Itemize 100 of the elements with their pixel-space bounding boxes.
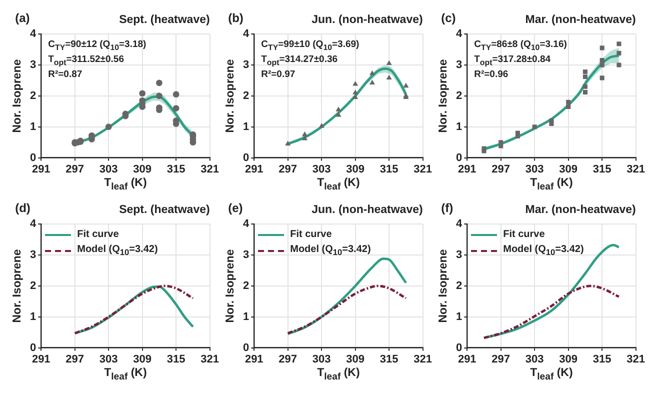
x-tick-label: 321 — [626, 163, 646, 176]
x-tick-label: 303 — [312, 163, 331, 176]
text: (e) — [228, 201, 243, 216]
x-tick-label: 315 — [166, 163, 186, 176]
y-tick-label: 1 — [242, 310, 250, 323]
y-axis-title: Nor. Isoprene — [437, 59, 450, 133]
x-tick-label: 321 — [200, 163, 220, 176]
text: (d) — [15, 201, 30, 216]
legend-label: Model (Q$_{10}$=3.42) — [77, 244, 158, 257]
y-tick-label: 1 — [456, 310, 462, 323]
y-axis-title: Nor. Isoprene — [437, 249, 450, 323]
y-tick-label: 4 — [242, 218, 250, 230]
y-tick-label: 2 — [242, 280, 250, 292]
x-tick-label: 291 — [244, 353, 264, 366]
x-tick-label: 291 — [32, 163, 50, 176]
legend-label: Model (Q$_{10}$=3.42) — [503, 244, 584, 257]
x-tick-label: 291 — [244, 163, 264, 176]
text: (a) — [15, 11, 30, 26]
chart-title: Sept. (heatwave) — [119, 204, 210, 218]
annotation: C$_{TY}$=86±8 (Q$_{10}$=3.16) — [474, 39, 567, 52]
annotation: R²=0.87 — [48, 69, 82, 81]
x-tick-label: 309 — [559, 353, 578, 366]
chart-title: Mar. (non-heatwave) — [525, 14, 636, 28]
x-tick-label: 297 — [278, 163, 298, 176]
annotation: R²=0.96 — [474, 69, 508, 81]
y-tick-label: 3 — [242, 58, 250, 71]
y-tick-label: 4 — [30, 218, 37, 230]
x-tick-label: 303 — [99, 163, 118, 176]
y-tick-label: 0 — [456, 152, 462, 164]
x-tick-label: 309 — [346, 353, 365, 366]
x-tick-label: 315 — [380, 353, 398, 366]
x-tick-label: 315 — [592, 353, 612, 366]
x-tick-label: 303 — [525, 353, 544, 366]
x-tick-label: 309 — [133, 163, 152, 176]
x-tick-label: 315 — [380, 163, 398, 176]
x-tick-label: 321 — [200, 353, 220, 366]
annotation: C$_{TY}$=90±12 (Q$_{10}$=3.18) — [48, 39, 146, 52]
x-tick-label: 309 — [346, 163, 365, 176]
legend-label: Fit curve — [503, 229, 545, 240]
annotation: C$_{TY}$=99±10 (Q$_{10}$=3.69) — [261, 39, 360, 52]
x-tick-label: 291 — [32, 353, 50, 366]
y-tick-label: 0 — [242, 342, 250, 354]
annotation: T$_{opt}$=317.28±0.84 — [474, 54, 551, 67]
y-axis-title: Nor. Isoprene — [224, 59, 238, 133]
x-tick-label: 297 — [278, 353, 298, 366]
chart-title: Jun. (non-heatwave) — [312, 14, 423, 28]
y-tick-label: 2 — [30, 280, 36, 292]
x-tick-label: 315 — [166, 353, 186, 366]
x-axis-title: T$_{leaf}$ (K) — [530, 366, 573, 382]
y-tick-label: 4 — [242, 28, 250, 40]
y-tick-label: 1 — [30, 120, 36, 133]
y-tick-label: 1 — [30, 310, 36, 323]
x-tick-label: 321 — [414, 353, 432, 366]
legend-label: Model (Q$_{10}$=3.42) — [290, 244, 371, 257]
y-tick-label: 3 — [242, 248, 250, 261]
y-tick-label: 4 — [456, 218, 463, 230]
y-tick-label: 3 — [456, 248, 462, 261]
annotation: T$_{opt}$=314.27±0.36 — [261, 54, 338, 67]
text: (f) — [441, 201, 454, 216]
x-tick-label: 309 — [559, 163, 578, 176]
y-axis-title: Nor. Isoprene — [224, 249, 238, 323]
y-axis-title: Nor. Isoprene — [11, 59, 24, 133]
legend-label: Fit curve — [77, 229, 119, 240]
x-tick-label: 297 — [66, 163, 84, 176]
chart-title: Mar. (non-heatwave) — [525, 204, 636, 218]
x-axis-title: T$_{leaf}$ (K) — [317, 176, 360, 192]
x-tick-label: 297 — [492, 353, 510, 366]
y-tick-label: 0 — [242, 152, 250, 164]
x-tick-label: 309 — [133, 353, 152, 366]
y-tick-label: 4 — [456, 28, 463, 40]
y-axis-title: Nor. Isoprene — [11, 249, 24, 323]
y-tick-label: 3 — [456, 58, 462, 71]
x-tick-label: 297 — [66, 353, 84, 366]
annotation: R²=0.97 — [261, 69, 296, 81]
text: (b) — [228, 11, 244, 26]
y-tick-label: 2 — [456, 280, 462, 292]
y-tick-label: 2 — [456, 90, 462, 102]
x-tick-label: 303 — [525, 163, 544, 176]
y-tick-label: 1 — [242, 120, 250, 133]
x-tick-label: 315 — [592, 163, 612, 176]
y-tick-label: 4 — [30, 28, 37, 40]
y-tick-label: 0 — [30, 152, 36, 164]
y-tick-label: 0 — [30, 342, 36, 354]
x-axis-title: T$_{leaf}$ (K) — [104, 366, 147, 382]
y-tick-label: 1 — [456, 120, 462, 133]
x-axis-title: T$_{leaf}$ (K) — [530, 176, 573, 192]
annotation: T$_{opt}$=311.52±0.56 — [48, 54, 124, 67]
y-tick-label: 0 — [456, 342, 462, 354]
x-tick-label: 291 — [458, 353, 476, 366]
x-tick-label: 321 — [626, 353, 646, 366]
y-tick-label: 2 — [242, 90, 250, 102]
x-tick-label: 303 — [99, 353, 118, 366]
text: (c) — [441, 11, 456, 26]
x-axis-title: T$_{leaf}$ (K) — [104, 176, 147, 192]
chart-title: Sept. (heatwave) — [119, 14, 210, 28]
x-tick-label: 291 — [458, 163, 476, 176]
x-tick-label: 297 — [492, 163, 510, 176]
chart-title: Jun. (non-heatwave) — [312, 204, 423, 218]
legend-label: Fit curve — [290, 229, 332, 240]
x-axis-title: T$_{leaf}$ (K) — [317, 366, 360, 382]
